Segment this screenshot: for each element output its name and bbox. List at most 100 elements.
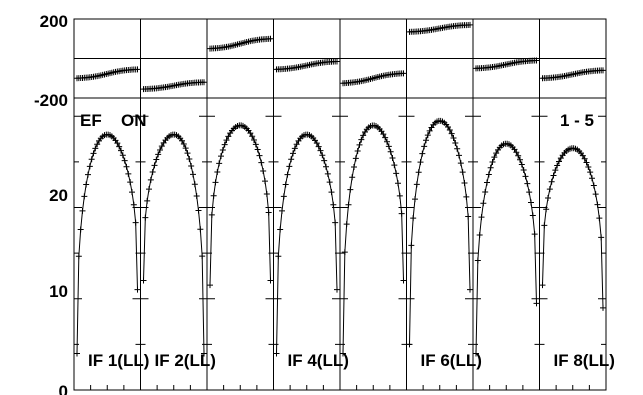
amplitude-point [74, 350, 80, 357]
amplitude-point [398, 210, 405, 217]
amplitude-point [140, 277, 147, 284]
amplitude-point [191, 181, 198, 188]
amplitude-point [330, 201, 337, 208]
amplitude-point [251, 136, 257, 143]
amplitude-point [94, 141, 101, 148]
phase-tick-label-top: 200 [40, 12, 68, 31]
amplitude-point [421, 143, 428, 150]
amplitude-curve [342, 124, 404, 354]
amplitude-point [186, 156, 193, 163]
amplitude-point [290, 150, 296, 157]
amplitude-point [354, 147, 361, 154]
amplitude-point [424, 132, 431, 139]
amplitude-point [252, 141, 259, 148]
amplitude-point [134, 286, 141, 293]
amplitude-point [391, 162, 398, 169]
amplitude-point [92, 145, 99, 152]
amplitude-point [284, 171, 291, 178]
amplitude-point [539, 282, 546, 289]
amplitude-point [454, 145, 461, 152]
amplitude-point [465, 213, 472, 220]
amplitude-point [524, 180, 531, 187]
amplitude-point [197, 226, 204, 233]
amplitude-point [489, 158, 496, 165]
amplitude-point [119, 152, 126, 159]
amplitude-point [518, 161, 525, 168]
amplitude-point [288, 156, 295, 163]
amplitude-curve [276, 134, 338, 354]
amplitude-point [347, 186, 354, 193]
amp-tick-label-0: 0 [59, 382, 68, 395]
amplitude-point [214, 168, 221, 175]
amplitude-point [528, 199, 534, 206]
amplitude-curve [409, 120, 471, 345]
amplitude-point [334, 286, 340, 293]
amplitude-point [340, 350, 346, 357]
amplitude-point [190, 171, 196, 178]
amplitude-point [75, 253, 82, 260]
amplitude-point [207, 282, 213, 289]
amplitude-point [352, 155, 359, 162]
amplitude-point [201, 350, 207, 357]
amplitude-point [531, 231, 538, 238]
amplitude-point [116, 143, 123, 150]
amplitude-point [132, 219, 139, 226]
amplitude-point [127, 179, 134, 186]
amplitude-point [581, 155, 588, 162]
amplitude-point [594, 201, 601, 208]
amplitude-point [415, 169, 422, 176]
amplitude-point [585, 163, 592, 170]
amplitude-point [90, 150, 97, 157]
phase-point [400, 70, 407, 77]
amplitude-point [153, 156, 160, 163]
amplitude-point [267, 277, 274, 284]
amplitude-point [275, 253, 282, 260]
header-mid-label: ON [121, 111, 147, 130]
amplitude-point [114, 140, 121, 147]
amplitude-point [260, 167, 267, 174]
amplitude-point [130, 201, 137, 208]
amplitude-point [356, 141, 363, 148]
amplitude-curve [76, 134, 138, 354]
amplitude-point [265, 209, 272, 216]
amplitude-point [467, 286, 473, 293]
amplitude-point [529, 212, 536, 219]
amplitude-point [552, 167, 559, 174]
phase-tick-label-bottom: -200 [34, 91, 68, 110]
data-markers [74, 21, 606, 357]
phase-point [267, 35, 274, 42]
amplitude-point [254, 146, 261, 153]
amplitude-point [579, 152, 586, 159]
amplitude-point [249, 133, 256, 140]
amplitude-point [328, 189, 335, 196]
amplitude-point [199, 253, 206, 260]
amplitude-point [480, 200, 487, 207]
amplitude-point [321, 157, 328, 164]
amplitude-point [77, 226, 84, 233]
amplitude-point [482, 188, 489, 195]
amplitude-point [546, 186, 553, 193]
amplitude-point [180, 141, 187, 148]
amplitude-point [543, 206, 550, 213]
amplitude-point [484, 179, 490, 186]
amplitude-point [473, 350, 479, 357]
amplitude-point [195, 207, 202, 214]
amplitude-point [286, 163, 293, 170]
phase-point [334, 58, 340, 65]
amplitude-point [463, 193, 470, 200]
amplitude-point [210, 192, 217, 199]
amplitude-point [554, 162, 561, 169]
amplitude-point [545, 194, 551, 201]
amplitude-point [541, 222, 548, 229]
amplitude-point [349, 174, 356, 181]
if-labels: IF 1(LL) IF 2(LL) IF 4(LL) IF 6(LL) IF 8(LL) [88, 351, 615, 370]
amplitude-point [332, 219, 339, 226]
phase-point [467, 21, 473, 28]
amplitude-point [487, 164, 494, 171]
amplitude-point [149, 169, 156, 176]
amplitude-point [400, 277, 407, 284]
amplitude-curve [542, 147, 604, 308]
amplitude-point [474, 257, 481, 264]
amplitude-curve [475, 143, 537, 354]
amplitude-point [326, 179, 333, 186]
